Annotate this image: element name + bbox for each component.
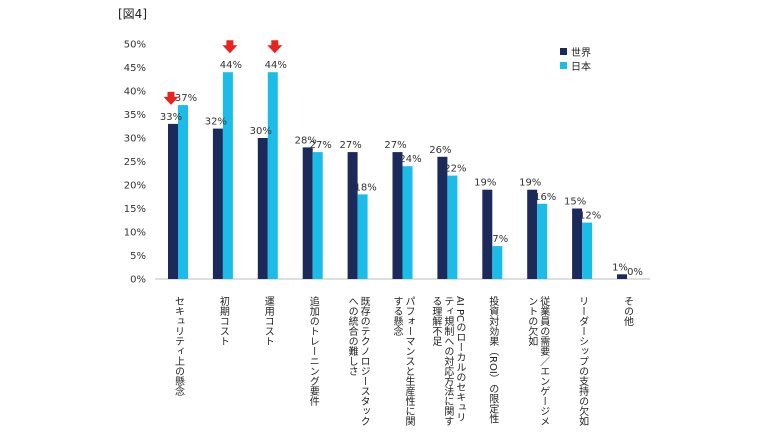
x-axis-labels: セキュリティ上の懸念 初期コスト 運用コスト 追加のトレーニング要件 既存のテクノロジー… <box>173 295 634 427</box>
value-label: 32% <box>205 117 227 128</box>
category-label: パフォーマンスと生産性に関 <box>403 296 415 427</box>
y-tick-label: 0% <box>130 275 146 286</box>
bar-world <box>302 147 313 279</box>
bar-japan <box>537 203 548 279</box>
y-tick-label: 45% <box>124 63 146 74</box>
bar-japan <box>447 175 458 279</box>
bar-world <box>527 189 538 279</box>
category-label: AI PCのローカルのセキュリ <box>454 296 466 422</box>
legend-item-japan: 日本 <box>560 58 591 73</box>
bar-world <box>168 123 178 280</box>
y-tick-label: 15% <box>124 204 146 215</box>
highlight-arrows <box>163 40 283 105</box>
value-label: 7% <box>492 234 508 245</box>
category-label: 従業員の需要／エンゲージメ <box>538 295 550 426</box>
category-label: 初期コスト <box>217 295 229 346</box>
legend-item-world: 世界 <box>560 44 591 59</box>
figure-label: [図4] <box>118 7 147 21</box>
bar-world <box>437 156 448 279</box>
category-label: ントの欠如 <box>526 296 538 347</box>
bars <box>168 72 627 280</box>
value-label: 37% <box>175 93 197 104</box>
legend-swatch-japan <box>560 61 567 69</box>
value-label: 12% <box>579 211 601 222</box>
y-tick-label: 50% <box>124 40 146 51</box>
bar-japan <box>582 222 593 279</box>
value-label: 1% <box>612 262 628 273</box>
value-labels: 33%37%32%44%30%44%28%27% 27%18%27%24%26%2… <box>160 60 643 278</box>
bar-world <box>257 138 268 279</box>
bar-japan <box>178 105 188 279</box>
category-label: する懸念 <box>391 296 403 336</box>
value-label: 22% <box>444 164 466 175</box>
y-tick-label: 25% <box>124 157 146 168</box>
category-label: 既存のテクノロジースタック <box>358 296 370 426</box>
value-label: 18% <box>354 182 376 193</box>
bar-japan <box>357 194 368 279</box>
value-label: 19% <box>474 178 496 189</box>
value-label: 24% <box>399 154 421 165</box>
value-label: 0% <box>627 267 643 278</box>
value-label: 33% <box>160 112 182 123</box>
y-tick-label: 10% <box>124 228 146 239</box>
value-label: 15% <box>564 197 586 208</box>
value-label: 30% <box>250 126 272 137</box>
bar-world <box>572 208 583 279</box>
bar-world <box>212 128 223 279</box>
category-label: 追加のトレーニング要件 <box>307 295 319 407</box>
legend: 世界 日本 <box>560 44 591 73</box>
down-arrow-icon <box>163 91 179 105</box>
down-arrow-icon <box>222 40 238 54</box>
bar-japan <box>312 152 323 279</box>
category-label: 投資対効果（ROI）の限定性 <box>487 295 499 425</box>
category-label: リーダーシップの支持の欠如 <box>577 296 589 427</box>
y-tick-label: 5% <box>130 251 146 262</box>
y-tick-label: 30% <box>124 134 146 145</box>
value-label: 19% <box>519 178 541 189</box>
bar-world <box>617 274 627 279</box>
value-label: 27% <box>384 140 406 151</box>
value-label: 16% <box>534 192 556 203</box>
bar-japan <box>492 246 503 279</box>
bar-world <box>347 152 358 279</box>
y-tick-label: 40% <box>124 87 146 98</box>
bar-japan <box>222 72 233 279</box>
value-label: 44% <box>265 60 287 71</box>
category-label: る理解不足 <box>430 296 442 347</box>
category-label: その他 <box>622 296 634 327</box>
bar-japan <box>267 72 278 279</box>
value-label: 28% <box>295 135 317 146</box>
category-label: への統合の難しさ <box>346 296 358 376</box>
y-tick-label: 35% <box>124 110 146 121</box>
legend-label-japan: 日本 <box>571 61 591 73</box>
bar-world <box>392 152 403 279</box>
category-label: ティ規制への対応方法に関す <box>442 296 454 426</box>
category-label: 運用コスト <box>262 296 274 346</box>
value-label: 27% <box>310 140 332 151</box>
value-label: 44% <box>220 60 242 71</box>
bar-world <box>482 189 493 279</box>
category-label: セキュリティ上の懸念 <box>173 296 185 396</box>
value-label: 27% <box>339 140 361 151</box>
value-label: 26% <box>429 145 451 156</box>
legend-swatch-world <box>560 47 567 55</box>
down-arrow-icon <box>267 40 283 54</box>
y-axis: 0% 5% 10% 15% 20% 25% 30% 35% 40% 45% 50% <box>124 40 650 286</box>
y-tick-label: 20% <box>124 181 146 192</box>
legend-label-world: 世界 <box>571 47 591 59</box>
bar-japan <box>402 166 413 279</box>
